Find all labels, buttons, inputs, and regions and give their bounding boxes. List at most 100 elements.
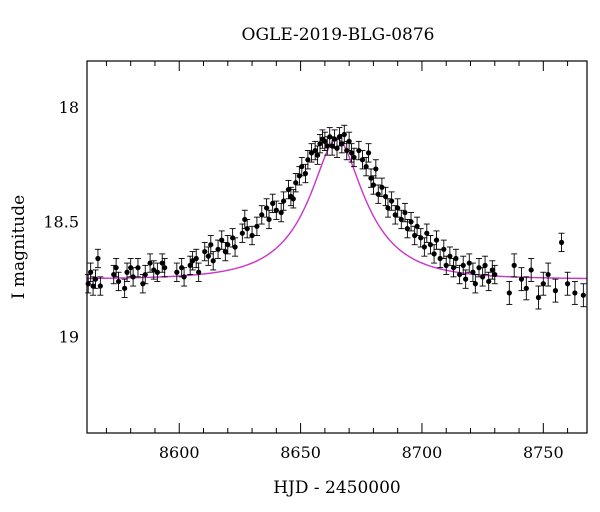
data-point-marker: [135, 265, 141, 271]
data-point-marker: [196, 269, 202, 275]
data-point-marker: [334, 145, 340, 151]
data-point-marker: [476, 265, 482, 271]
data-point: [159, 253, 166, 273]
data-point: [94, 248, 101, 269]
data-point-marker: [111, 271, 117, 278]
data-point: [244, 218, 251, 239]
data-point: [394, 198, 401, 218]
data-point: [258, 205, 265, 225]
data-point-marker: [506, 290, 512, 296]
data-point-marker: [130, 274, 136, 280]
data-point-marker: [453, 255, 459, 262]
data-point-marker: [95, 255, 101, 262]
data-point: [341, 124, 348, 145]
data-point-marker: [205, 253, 211, 259]
data-point-marker: [382, 193, 389, 200]
data-point-marker: [580, 292, 586, 298]
data-point-marker: [210, 258, 216, 264]
data-point-marker: [122, 285, 128, 291]
data-point: [372, 159, 379, 179]
data-point-marker: [447, 253, 453, 259]
data-point-marker: [370, 182, 377, 188]
data-point: [210, 251, 217, 271]
data-point-marker: [489, 267, 495, 273]
data-point: [110, 264, 117, 285]
data-point: [161, 258, 168, 278]
data-point-marker: [312, 147, 318, 154]
data-point-marker: [443, 262, 449, 268]
data-point: [224, 235, 231, 255]
axis-ticks-layer: 8600 8650 8700 8750 18 18.5 19: [43, 61, 569, 462]
data-point-marker: [523, 285, 529, 291]
data-point: [92, 269, 99, 289]
data-point-marker: [564, 281, 571, 287]
data-point-marker: [266, 216, 272, 223]
data-point-marker: [154, 269, 160, 275]
data-point-marker: [363, 164, 369, 170]
data-point-marker: [115, 278, 122, 285]
data-point-marker: [392, 212, 398, 218]
data-point: [462, 269, 469, 289]
data-point: [147, 253, 154, 273]
data-point: [423, 223, 430, 243]
data-point: [90, 276, 97, 296]
data-point: [124, 262, 131, 282]
data-point-marker: [545, 271, 551, 278]
data-point: [528, 258, 535, 282]
data-point: [427, 235, 434, 255]
data-point: [523, 276, 530, 301]
data-point: [134, 258, 141, 278]
data-point: [292, 173, 299, 193]
data-point-marker: [511, 262, 517, 268]
data-point: [370, 175, 377, 195]
data-point-marker: [329, 143, 335, 149]
data-point-marker: [404, 226, 410, 232]
data-point-marker: [421, 244, 427, 250]
data-point-marker: [124, 269, 130, 275]
data-point-marker: [492, 271, 498, 278]
data-point-marker: [270, 200, 276, 206]
data-point-marker: [90, 283, 96, 289]
data-point-marker: [540, 281, 546, 287]
data-point-marker: [518, 276, 525, 282]
data-point-marker: [187, 262, 193, 268]
data-point-marker: [222, 248, 228, 255]
data-point-marker: [424, 230, 430, 236]
x-tick-label: 8750: [523, 443, 564, 462]
data-point: [363, 156, 370, 177]
data-point: [207, 235, 214, 255]
data-point-marker: [159, 260, 165, 266]
data-point-marker: [290, 196, 296, 202]
data-point: [384, 198, 391, 218]
data-point-marker: [193, 255, 199, 262]
data-point-marker: [302, 170, 309, 177]
data-point: [304, 150, 311, 170]
data-point: [564, 271, 571, 296]
data-point: [195, 262, 202, 282]
data-points-layer: [85, 124, 587, 310]
data-point-marker: [208, 242, 214, 248]
data-point-marker: [147, 260, 153, 266]
data-point: [273, 200, 280, 220]
data-point-marker: [88, 269, 94, 275]
data-point: [312, 140, 319, 161]
chart-title: OGLE-2019-BLG-0876: [242, 25, 435, 45]
data-point: [280, 191, 287, 211]
data-point-marker: [535, 294, 542, 301]
data-point-marker: [385, 205, 391, 211]
data-point: [367, 168, 374, 188]
data-point: [475, 258, 482, 278]
data-point-marker: [470, 269, 476, 275]
data-point: [545, 262, 552, 287]
data-point-marker: [322, 138, 328, 144]
data-point-marker: [427, 242, 434, 248]
data-point-marker: [572, 290, 578, 296]
data-point: [414, 216, 421, 236]
data-point: [218, 230, 225, 250]
data-point: [266, 209, 273, 230]
data-point: [249, 225, 256, 246]
data-point: [334, 138, 340, 158]
data-point: [130, 267, 137, 287]
data-point: [558, 232, 565, 253]
